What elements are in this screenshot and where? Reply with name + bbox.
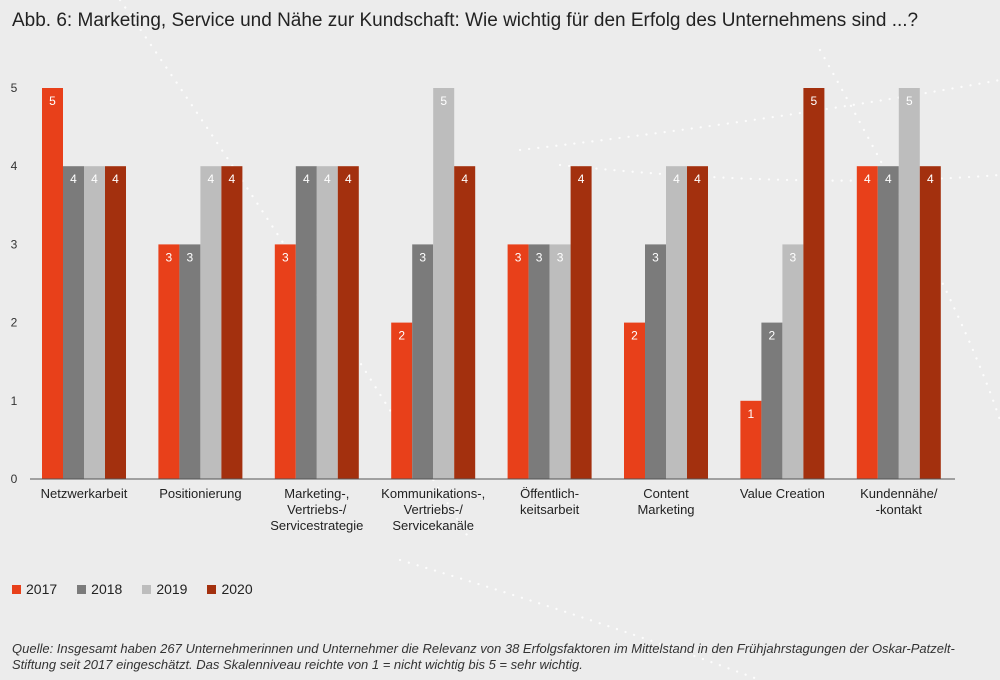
x-tick-label: Value Creation [740,486,825,501]
source-note: Quelle: Insgesamt haben 267 Unternehmeri… [12,641,955,672]
bar-2018 [761,322,783,479]
bar-2020 [337,166,359,479]
bar-2017 [391,322,413,479]
bar-2018 [645,244,666,479]
bar-2017 [158,244,180,479]
bar-2019 [782,244,804,479]
bar-value-label: 3 [557,250,564,264]
bar-2017 [624,322,645,479]
bar-value-label: 4 [91,172,98,186]
y-tick-label: 5 [11,81,18,95]
bar-value-label: 5 [440,94,447,108]
bar-value-label: 2 [631,329,638,343]
bar-2020 [454,166,476,479]
x-tick-label: Kundennähe/-kontakt [860,486,938,517]
bar-value-label: 4 [112,172,119,186]
y-tick-label: 0 [11,472,18,486]
bar-value-label: 5 [811,94,818,108]
legend-label-2017: 2017 [26,581,58,597]
bar-2020 [687,166,708,479]
bar-value-label: 4 [208,172,215,186]
bar-value-label: 5 [906,94,913,108]
bar-value-label: 3 [790,250,797,264]
bar-2018 [528,244,550,479]
decorative-dots-arc [398,558,762,680]
bar-value-label: 4 [927,172,934,186]
bar-2020 [570,166,592,479]
bar-value-label: 3 [166,250,173,264]
decorative-dots-arc [518,78,1000,152]
bar-2017 [507,244,529,479]
bar-value-label: 4 [578,172,585,186]
bar-value-label: 4 [345,172,352,186]
bar-2020 [803,88,825,479]
bar-2019 [316,166,338,479]
legend-label-2018: 2018 [91,581,123,597]
bar-2018 [63,166,84,479]
bar-value-label: 3 [282,250,289,264]
x-tick-label: Positionierung [159,486,241,501]
bar-2018 [877,166,899,479]
legend-label-2019: 2019 [156,581,188,597]
bar-value-label: 4 [461,172,468,186]
bar-value-label: 2 [398,329,405,343]
legend-label-2020: 2020 [221,581,253,597]
legend: 2017 2018 2019 2020 [12,581,253,597]
bar-value-label: 4 [885,172,892,186]
bar-value-label: 1 [748,407,755,421]
bar-value-label: 4 [70,172,77,186]
chart-title: Abb. 6: Marketing, Service und Nähe zur … [12,10,919,31]
bar-2017 [274,244,296,479]
bar-value-label: 4 [673,172,680,186]
y-axis: 0 1 2 3 4 5 [11,81,18,486]
bar-2020 [919,166,941,479]
bar-2019 [200,166,222,479]
bar-2017 [856,166,878,479]
legend-item-2018: 2018 [77,581,122,597]
bar-value-label: 3 [187,250,194,264]
bar-2019 [898,88,920,479]
legend-swatch-2018 [77,584,87,594]
legend-swatch-2020 [207,584,217,594]
x-tick-label: Netzwerkarbeit [41,486,128,501]
bar-value-label: 3 [515,250,522,264]
bar-value-label: 4 [864,172,871,186]
y-tick-label: 1 [11,394,18,408]
legend-item-2017: 2017 [12,581,57,597]
bar-2019 [84,166,105,479]
bar-value-label: 4 [324,172,331,186]
x-axis: Netzwerkarbeit Positionierung Marketing-, V… [30,478,955,533]
bar-value-label: 4 [229,172,236,186]
bar-2017 [42,88,63,479]
bar-2020 [221,166,243,479]
bar-2019 [666,166,687,479]
bar-value-label: 4 [694,172,701,186]
bar-2018 [179,244,201,479]
x-tick-label: Öffentlich-keitsarbeit [520,486,580,517]
x-tick-label: Content Marketing [637,486,694,517]
x-tick-label: Kommunikations-, Vertriebs-/Servicekanäle [381,486,485,533]
bar-2018 [412,244,434,479]
bar-value-label: 5 [49,94,56,108]
bar-2017 [740,400,762,479]
legend-swatch-2019 [142,584,152,594]
x-tick-label: Marketing-, Vertriebs-/Servicestrategie [270,486,363,533]
bar-2020 [105,166,126,479]
bar-value-label: 3 [536,250,543,264]
bar-2018 [295,166,317,479]
bar-value-label: 3 [652,250,659,264]
bar-value-label: 4 [303,172,310,186]
bar-value-label: 2 [769,329,776,343]
legend-item-2019: 2019 [142,581,187,597]
y-tick-label: 4 [11,159,18,173]
bar-2019 [549,244,571,479]
bar-value-label: 3 [419,250,426,264]
y-tick-label: 3 [11,237,18,251]
legend-swatch-2017 [12,584,21,594]
bar-2019 [433,88,455,479]
legend-item-2020: 2020 [207,581,253,597]
y-tick-label: 2 [11,316,18,330]
